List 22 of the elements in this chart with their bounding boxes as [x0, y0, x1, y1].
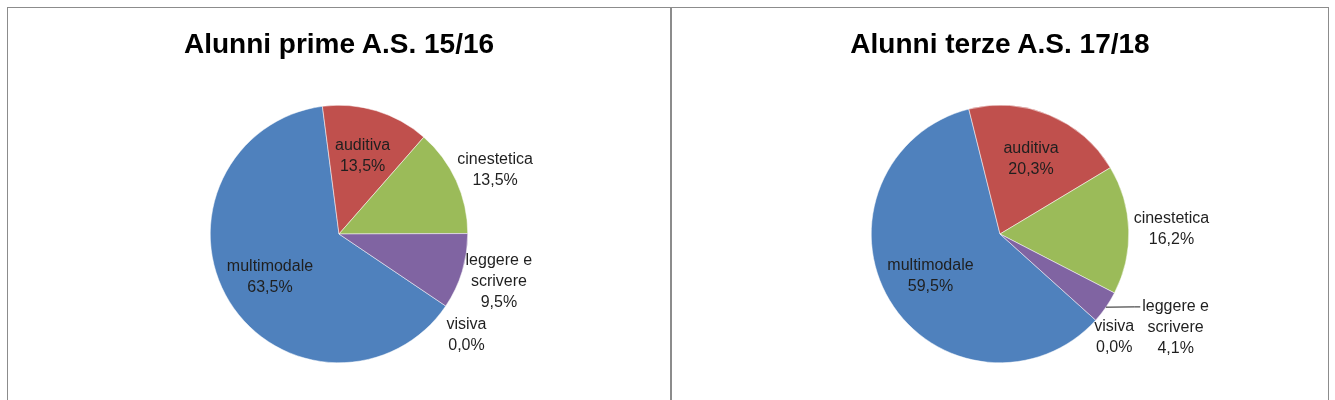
data-label: 16,2% — [1148, 229, 1195, 247]
text: 0,0% — [1096, 338, 1133, 356]
text: 0,0% — [448, 336, 485, 354]
data-label: 59,5% — [907, 276, 954, 294]
slice-label: auditiva — [335, 136, 391, 154]
slice-label: auditiva — [1003, 138, 1059, 156]
slice-label: leggere e scrivere — [465, 251, 533, 290]
data-label: 13,5% — [472, 170, 518, 188]
chart-title: Alunni terze A.S. 17/18 — [850, 28, 1150, 59]
slice-label: cinestetica — [457, 149, 533, 167]
data-label: 63,5% — [247, 277, 293, 295]
data-label: 20,3% — [1008, 159, 1054, 177]
data-label: 9,5% — [480, 293, 518, 311]
slice-label: cinestetica — [1133, 208, 1210, 226]
category-label: visiva — [446, 315, 487, 333]
slice-label: leggere e scrivere — [1142, 297, 1210, 336]
data-label: 13,5% — [339, 157, 386, 175]
data-label: 4,1% — [1157, 339, 1194, 357]
chart-title: Alunni prime A.S. 15/16 — [183, 28, 495, 59]
slice-label: multimodale — [887, 255, 974, 273]
category-label: visiva — [1094, 317, 1135, 335]
slice-label: multimodale — [226, 256, 314, 274]
